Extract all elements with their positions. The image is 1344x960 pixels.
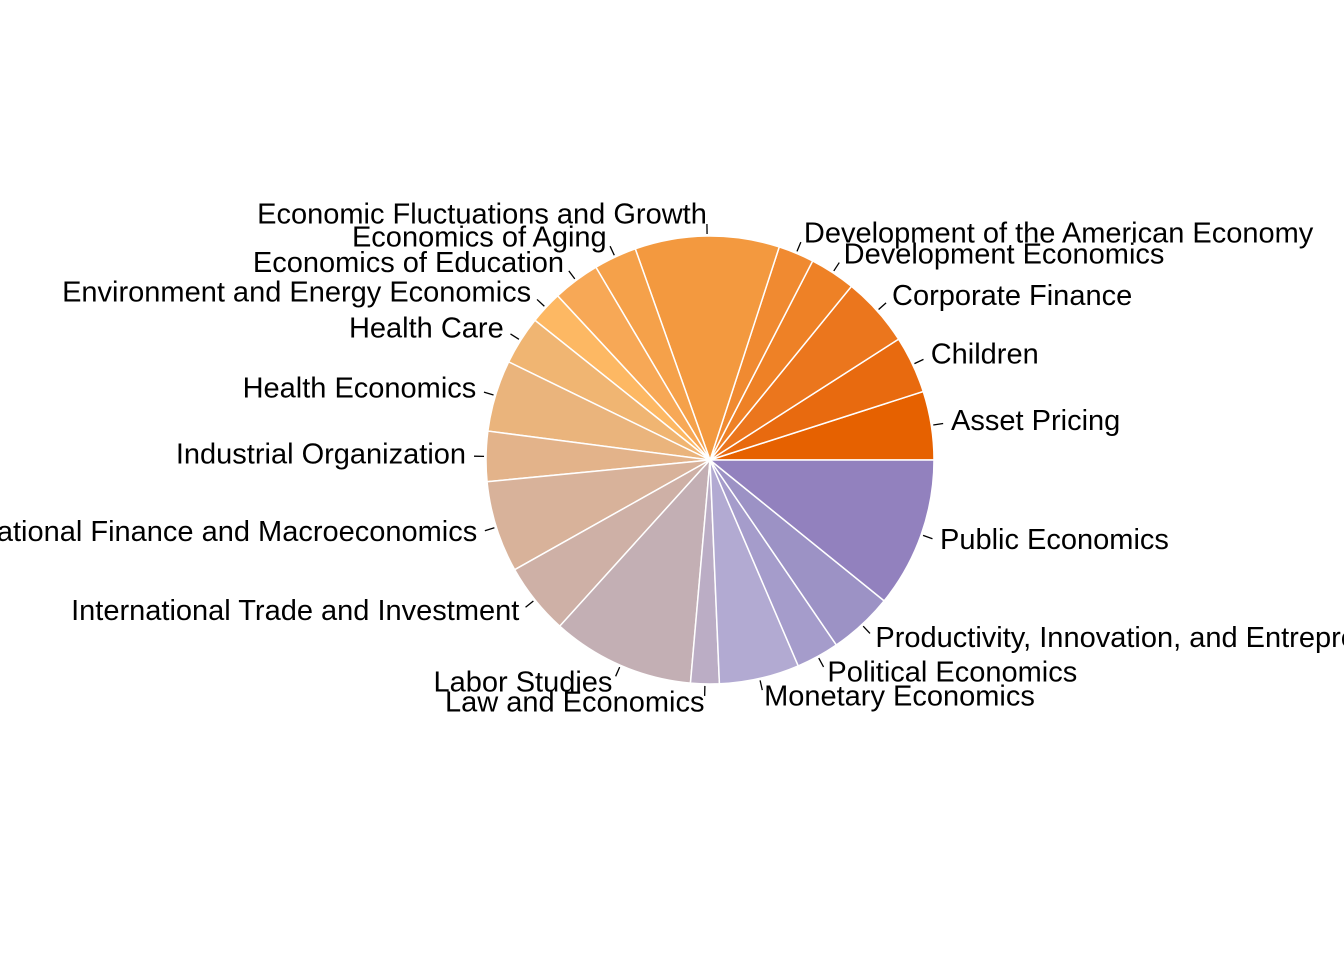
slice-label-health-economics: Health Economics: [243, 373, 477, 405]
slice-label-health-care: Health Care: [349, 312, 504, 344]
slice-label-international-trade-and-investment: International Trade and Investment: [71, 595, 519, 627]
label-tick-international-trade-and-investment: [525, 600, 534, 608]
pie-slices: [485, 235, 935, 685]
slice-label-corporate-finance: Corporate Finance: [892, 280, 1132, 312]
slice-label-public-economics: Public Economics: [940, 524, 1169, 556]
label-tick-corporate-finance: [878, 302, 887, 310]
label-tick-health-economics: [483, 391, 494, 396]
pie-slice-economic-fluctuations-and-growth: [634, 235, 781, 463]
label-tick-public-economics: [922, 534, 933, 540]
slice-label-monetary-economics: Monetary Economics: [764, 681, 1035, 713]
label-tick-development-of-the-american-economy: [796, 241, 802, 252]
pie-slice-public-economics: [707, 459, 935, 602]
slice-label-industrial-organization: Industrial Organization: [176, 439, 466, 471]
label-tick-economics-of-aging: [609, 245, 615, 256]
label-tick-development-economics: [833, 262, 840, 272]
slice-label-environment-and-energy-economics: Environment and Energy Economics: [62, 277, 531, 309]
slice-labels: Asset Pricing Children Corporate Finance De…: [0, 199, 1344, 719]
label-tick-labor-studies: [615, 666, 621, 677]
label-tick-asset-pricing: [933, 422, 944, 426]
slice-label-development-of-the-american-economy: Development of the American Economy: [804, 217, 1314, 249]
slice-label-international-finance-and-macroeconomics: International Finance and Macroeconomics: [0, 516, 477, 548]
slice-label-political-economics: Political Economics: [827, 657, 1077, 689]
slice-label-economic-fluctuations-and-growth: Economic Fluctuations and Growth: [257, 199, 707, 231]
slice-label-development-economics: Development Economics: [844, 239, 1165, 271]
label-tick-economics-of-education: [568, 270, 576, 280]
slice-label-productivity-innovation-and-entrepreneurship: Productivity, Innovation, and Entreprene…: [875, 622, 1344, 654]
slice-label-labor-studies: Labor Studies: [433, 666, 612, 698]
slice-label-children: Children: [931, 339, 1039, 371]
slice-label-asset-pricing: Asset Pricing: [951, 405, 1120, 437]
label-tick-environment-and-energy-economics: [536, 298, 545, 307]
slice-label-economics-of-education: Economics of Education: [253, 247, 564, 279]
label-ticks: [474, 224, 944, 696]
pie-slice-labor-studies: [558, 457, 711, 684]
label-tick-monetary-economics: [759, 680, 763, 691]
slice-label-law-and-economics: Law and Economics: [445, 687, 705, 719]
label-tick-productivity-innovation-and-entrepreneurship: [862, 625, 871, 634]
label-tick-health-care: [510, 333, 520, 340]
label-tick-children: [914, 358, 924, 365]
label-tick-international-finance-and-macroeconomics: [484, 527, 495, 532]
label-tick-political-economics: [818, 657, 825, 668]
slice-label-economics-of-aging: Economics of Aging: [352, 222, 607, 254]
